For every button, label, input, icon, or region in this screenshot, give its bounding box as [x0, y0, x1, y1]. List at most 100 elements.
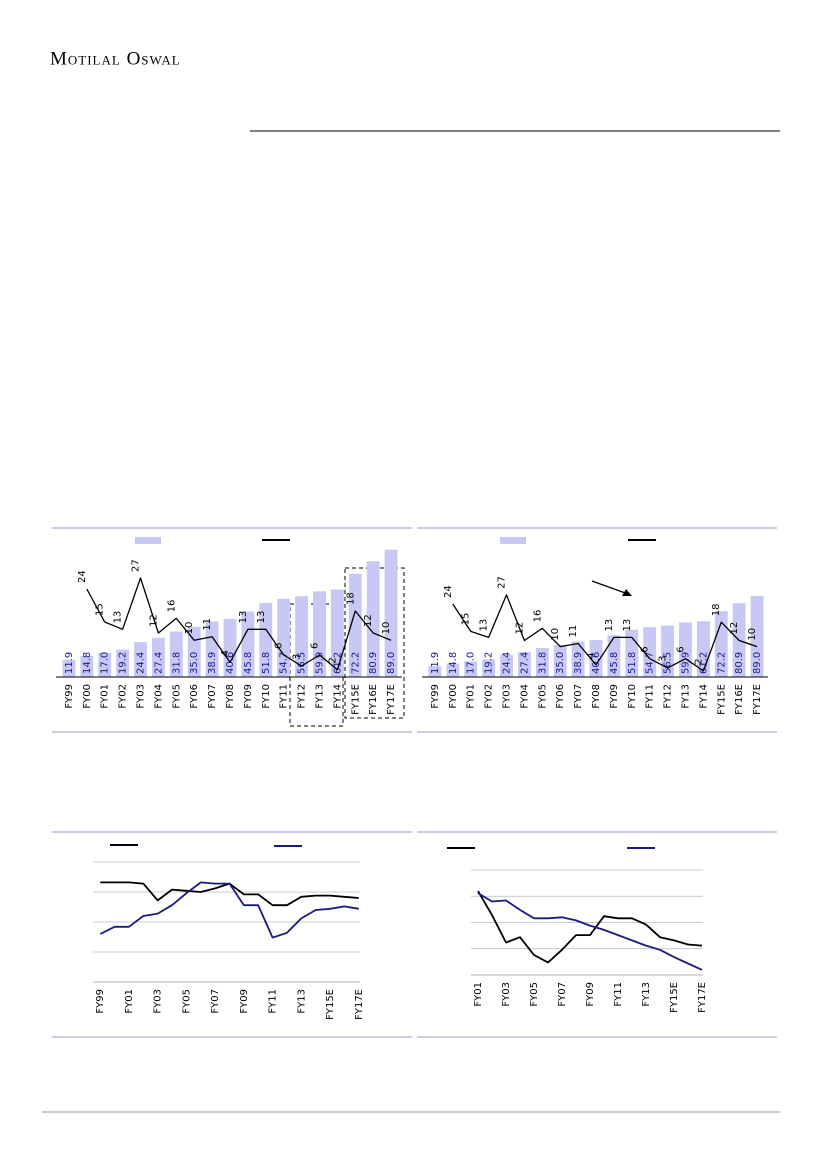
bar-value-label: 31.8	[171, 652, 182, 674]
bar	[62, 659, 76, 677]
bar	[134, 642, 147, 677]
bar-value-label: 38.9	[573, 652, 584, 674]
bar-value-label: 19.2	[484, 652, 495, 674]
line-value-label: 6	[640, 646, 651, 652]
bar	[384, 549, 398, 677]
line-series	[86, 577, 392, 671]
x-tick-label: FY17E	[697, 982, 708, 1013]
x-tick-label: FY11	[613, 982, 624, 1007]
bar-value-label: 14.8	[448, 652, 459, 674]
line-value-label: 3	[292, 654, 303, 660]
line-series	[99, 881, 359, 939]
x-tick-label: FY00	[448, 684, 459, 709]
line-series	[477, 890, 703, 964]
bar	[500, 654, 513, 677]
x-tick-label: FY07	[557, 982, 568, 1007]
bar	[80, 655, 94, 677]
line-value-label: 16	[166, 600, 177, 613]
bar	[589, 640, 603, 677]
line-value-label: 6	[274, 643, 285, 649]
x-tick-label: FY12	[663, 684, 674, 709]
line-value-label: 11	[568, 625, 579, 638]
x-tick-label: FY03	[136, 684, 147, 709]
bar	[295, 596, 309, 677]
bar-value-label: 61.2	[698, 652, 709, 674]
bar	[259, 602, 273, 677]
bar	[517, 652, 531, 677]
bar	[366, 561, 380, 677]
bar-value-label: 17.0	[466, 652, 477, 674]
line-value-label: 2	[327, 657, 338, 663]
bar-value-label: 80.9	[734, 652, 745, 674]
annotation-arrowhead	[622, 589, 632, 596]
legend-swatch	[135, 537, 161, 544]
x-tick-label: FY17E	[752, 684, 763, 715]
brand: Motilal Oswal	[50, 48, 181, 69]
x-tick-label: FY10	[261, 684, 272, 709]
line-value-label: 11	[202, 618, 213, 631]
x-tick-label: FY17E	[354, 989, 365, 1020]
line-value-label: 12	[363, 614, 374, 627]
bar	[116, 649, 130, 677]
line-series	[100, 881, 359, 907]
x-tick-label: FY07	[210, 989, 221, 1014]
line-value-label: 12	[514, 622, 525, 635]
line-value-label: 13	[604, 619, 615, 632]
x-tick-label: FY01	[100, 684, 111, 709]
x-tick-label: FY05	[537, 684, 548, 709]
line-value-label: 10	[184, 622, 195, 635]
x-tick-label: FY06	[555, 684, 566, 709]
bar-value-label: 72.2	[350, 652, 361, 674]
line-value-label: 4	[586, 652, 597, 658]
x-tick-label: FY07	[207, 684, 218, 709]
x-tick-label: FY01	[124, 989, 135, 1014]
x-tick-label: FY15E	[716, 684, 727, 715]
line-value-label: 15	[461, 613, 472, 626]
bar-value-label: 17.0	[100, 652, 111, 674]
bar	[223, 618, 237, 677]
x-tick-label: FY05	[171, 684, 182, 709]
bar-value-label: 59.9	[680, 652, 691, 674]
x-tick-label: FY08	[225, 684, 236, 709]
line-value-label: 24	[443, 585, 454, 598]
bar	[464, 661, 478, 677]
bar	[330, 589, 344, 677]
x-tick-label: FY15E	[669, 982, 680, 1013]
legend-swatch	[500, 537, 526, 544]
bar-value-label: 27.4	[153, 652, 164, 674]
line-value-label: 12	[729, 622, 740, 635]
line-value-label: 13	[622, 619, 633, 632]
bar	[169, 631, 183, 677]
bar-value-label: 45.8	[609, 652, 620, 674]
bar	[661, 625, 675, 677]
x-tick-label: FY02	[484, 684, 495, 709]
line-value-label: 10	[381, 622, 392, 635]
line-value-label: 13	[479, 619, 490, 632]
x-tick-label: FY09	[239, 989, 250, 1014]
bar-value-label: 54.7	[279, 652, 290, 674]
x-tick-label: FY03	[153, 989, 164, 1014]
x-tick-label: FY06	[189, 684, 200, 709]
bar-value-label: 11.9	[64, 652, 75, 674]
x-tick-label: FY03	[502, 684, 513, 709]
x-tick-label: FY09	[609, 684, 620, 709]
x-tick-label: FY17E	[386, 684, 397, 715]
bar-value-label: 80.9	[368, 652, 379, 674]
line-value-label: 4	[220, 650, 231, 656]
line-series	[477, 892, 703, 971]
line-value-label: 6	[309, 643, 320, 649]
bar-value-label: 31.8	[537, 652, 548, 674]
x-tick-label: FY15E	[325, 989, 336, 1020]
x-tick-label: FY05	[529, 982, 540, 1007]
x-tick-label: FY14	[332, 684, 343, 709]
x-tick-label: FY01	[466, 684, 477, 709]
bar-value-label: 61.2	[332, 652, 343, 674]
x-tick-label: FY01	[473, 982, 484, 1007]
x-tick-label: FY99	[430, 684, 441, 709]
bar-value-label: 27.4	[519, 652, 530, 674]
bar-value-label: 11.9	[430, 652, 441, 674]
bar-value-label: 19.2	[118, 652, 129, 674]
bar-value-label: 45.8	[243, 652, 254, 674]
bar-value-label: 54.7	[645, 652, 656, 674]
line-value-label: 13	[238, 611, 249, 624]
